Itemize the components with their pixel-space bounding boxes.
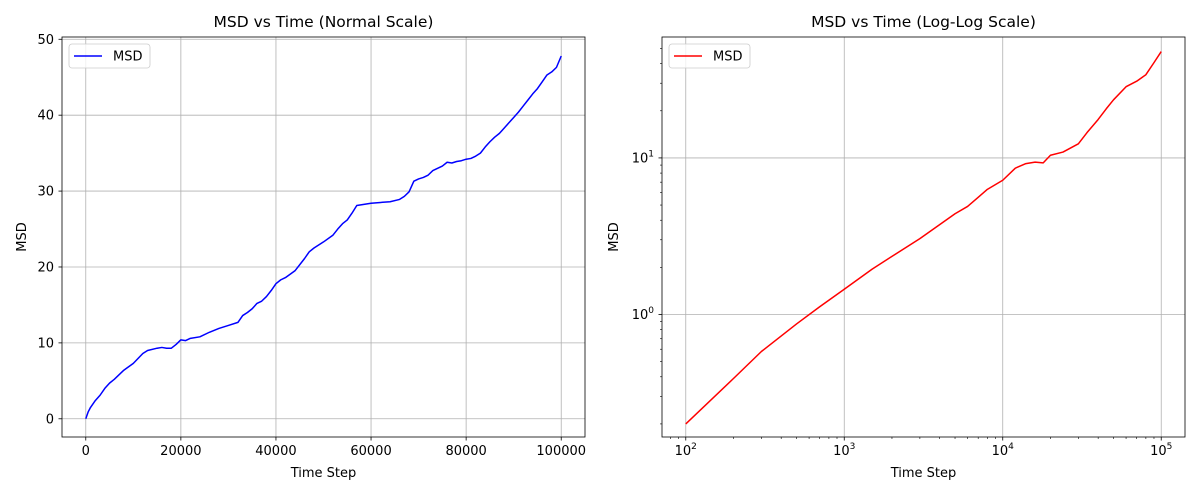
x-tick-label: 102 — [675, 442, 697, 459]
normal-x-axis-label: Time Step — [290, 466, 357, 481]
tick-exponent: 5 — [1167, 442, 1173, 452]
y-tick-label: 20 — [37, 260, 54, 275]
normal-chart-title: MSD vs Time (Normal Scale) — [214, 13, 434, 31]
loglog-series — [685, 51, 1162, 425]
y-tick-label: 30 — [37, 185, 54, 200]
x-tick-label: 60000 — [350, 444, 391, 459]
y-tick-label: 10 — [37, 336, 54, 351]
y-tick-label: 40 — [37, 109, 54, 124]
tick-base: 10 — [632, 151, 649, 166]
x-tick-label: 100000 — [536, 444, 586, 459]
tick-exponent: 0 — [648, 306, 654, 316]
legend-label: MSD — [113, 50, 142, 65]
tick-base: 10 — [675, 444, 692, 459]
y-tick-label: 50 — [37, 33, 54, 48]
tick-base: 10 — [992, 444, 1009, 459]
y-tick-label: 0 — [46, 412, 54, 427]
loglog-axes-frame — [661, 36, 1186, 438]
normal-y-axis-label: MSD — [15, 222, 30, 251]
tick-exponent: 4 — [1008, 442, 1014, 452]
msd-line — [685, 51, 1162, 425]
normal-axes-frame — [61, 36, 586, 438]
loglog-x-ticks: 102 103 104 105 — [675, 437, 1172, 459]
loglog-chart-title: MSD vs Time (Log-Log Scale) — [811, 13, 1036, 31]
x-tick-label: 20000 — [160, 444, 201, 459]
normal-grid — [62, 37, 585, 437]
msd-line — [85, 55, 562, 420]
legend-box — [68, 43, 151, 69]
normal-chart: 0 20000 40000 60000 80000 100000 0 10 20 30 40 50 MS… — [15, 13, 586, 481]
loglog-x-axis-label: Time Step — [890, 466, 957, 481]
x-tick-label: 0 — [82, 444, 90, 459]
tick-exponent: 2 — [691, 442, 697, 452]
tick-base: 10 — [1150, 444, 1167, 459]
loglog-y-axis-label: MSD — [607, 222, 622, 251]
legend-box — [668, 43, 751, 69]
normal-x-ticks: 0 20000 40000 60000 80000 100000 — [82, 437, 586, 459]
tick-exponent: 1 — [648, 149, 654, 159]
tick-base: 10 — [632, 308, 649, 323]
loglog-legend: MSD — [668, 43, 751, 69]
loglog-grid — [662, 37, 1185, 437]
normal-series — [85, 55, 562, 420]
x-tick-label: 104 — [992, 442, 1015, 459]
x-tick-label: 80000 — [445, 444, 486, 459]
loglog-minor-ticks — [660, 48, 1155, 439]
normal-legend: MSD — [68, 43, 151, 69]
y-tick-label: 100 — [632, 306, 655, 323]
legend-label: MSD — [713, 50, 742, 65]
x-tick-label: 105 — [1150, 442, 1172, 459]
normal-y-ticks: 0 10 20 30 40 50 — [37, 33, 62, 427]
x-tick-label: 40000 — [255, 444, 296, 459]
tick-exponent: 3 — [850, 442, 856, 452]
tick-base: 10 — [833, 444, 850, 459]
x-tick-label: 103 — [833, 442, 855, 459]
y-tick-label: 101 — [632, 149, 654, 166]
